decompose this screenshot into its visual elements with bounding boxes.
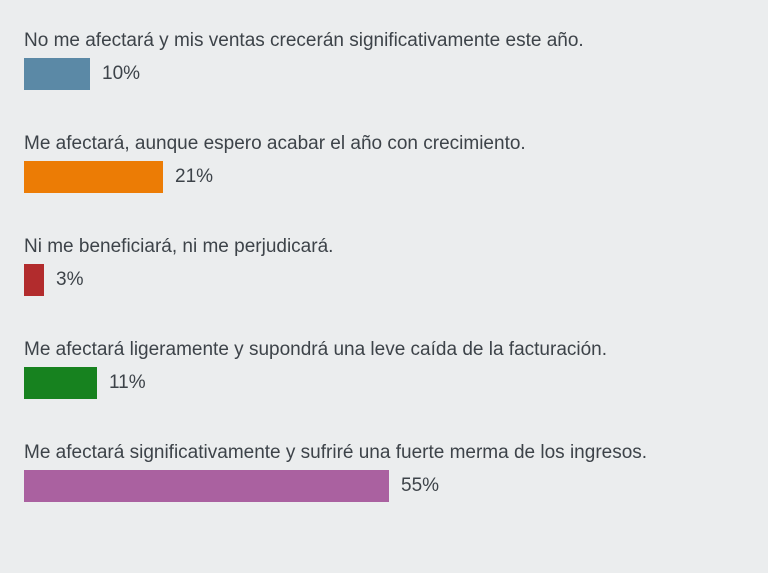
bar-line: 21% xyxy=(24,161,744,193)
category-label: Me afectará ligeramente y supondrá una l… xyxy=(24,339,608,360)
survey-bar-chart: No me afectará y mis ventas crecerán sig… xyxy=(24,30,744,502)
bar-row-group: Me afectará significativamente y sufriré… xyxy=(24,442,744,502)
bar xyxy=(24,367,97,399)
bar-row-group: Me afectará, aunque espero acabar el año… xyxy=(24,133,744,193)
bar-value-label: 3% xyxy=(56,269,84,290)
category-label: No me afectará y mis ventas crecerán sig… xyxy=(24,30,584,51)
bar-value-label: 21% xyxy=(175,166,214,187)
bar xyxy=(24,470,389,502)
category-label: Me afectará significativamente y sufriré… xyxy=(24,442,648,463)
bar xyxy=(24,161,163,193)
bar xyxy=(24,264,44,296)
category-label: Me afectará, aunque espero acabar el año… xyxy=(24,133,526,154)
bar-line: 3% xyxy=(24,264,744,296)
bar-line: 11% xyxy=(24,367,744,399)
bar-row-group: Ni me beneficiará, ni me perjudicará. 3% xyxy=(24,236,744,296)
bar-line: 55% xyxy=(24,470,744,502)
bar-value-label: 55% xyxy=(401,475,440,496)
bar xyxy=(24,58,90,90)
bar-value-label: 11% xyxy=(109,372,146,393)
bar-line: 10% xyxy=(24,58,744,90)
bar-value-label: 10% xyxy=(102,63,141,84)
bar-row-group: No me afectará y mis ventas crecerán sig… xyxy=(24,30,744,90)
bar-row-group: Me afectará ligeramente y supondrá una l… xyxy=(24,339,744,399)
category-label: Ni me beneficiará, ni me perjudicará. xyxy=(24,236,334,257)
